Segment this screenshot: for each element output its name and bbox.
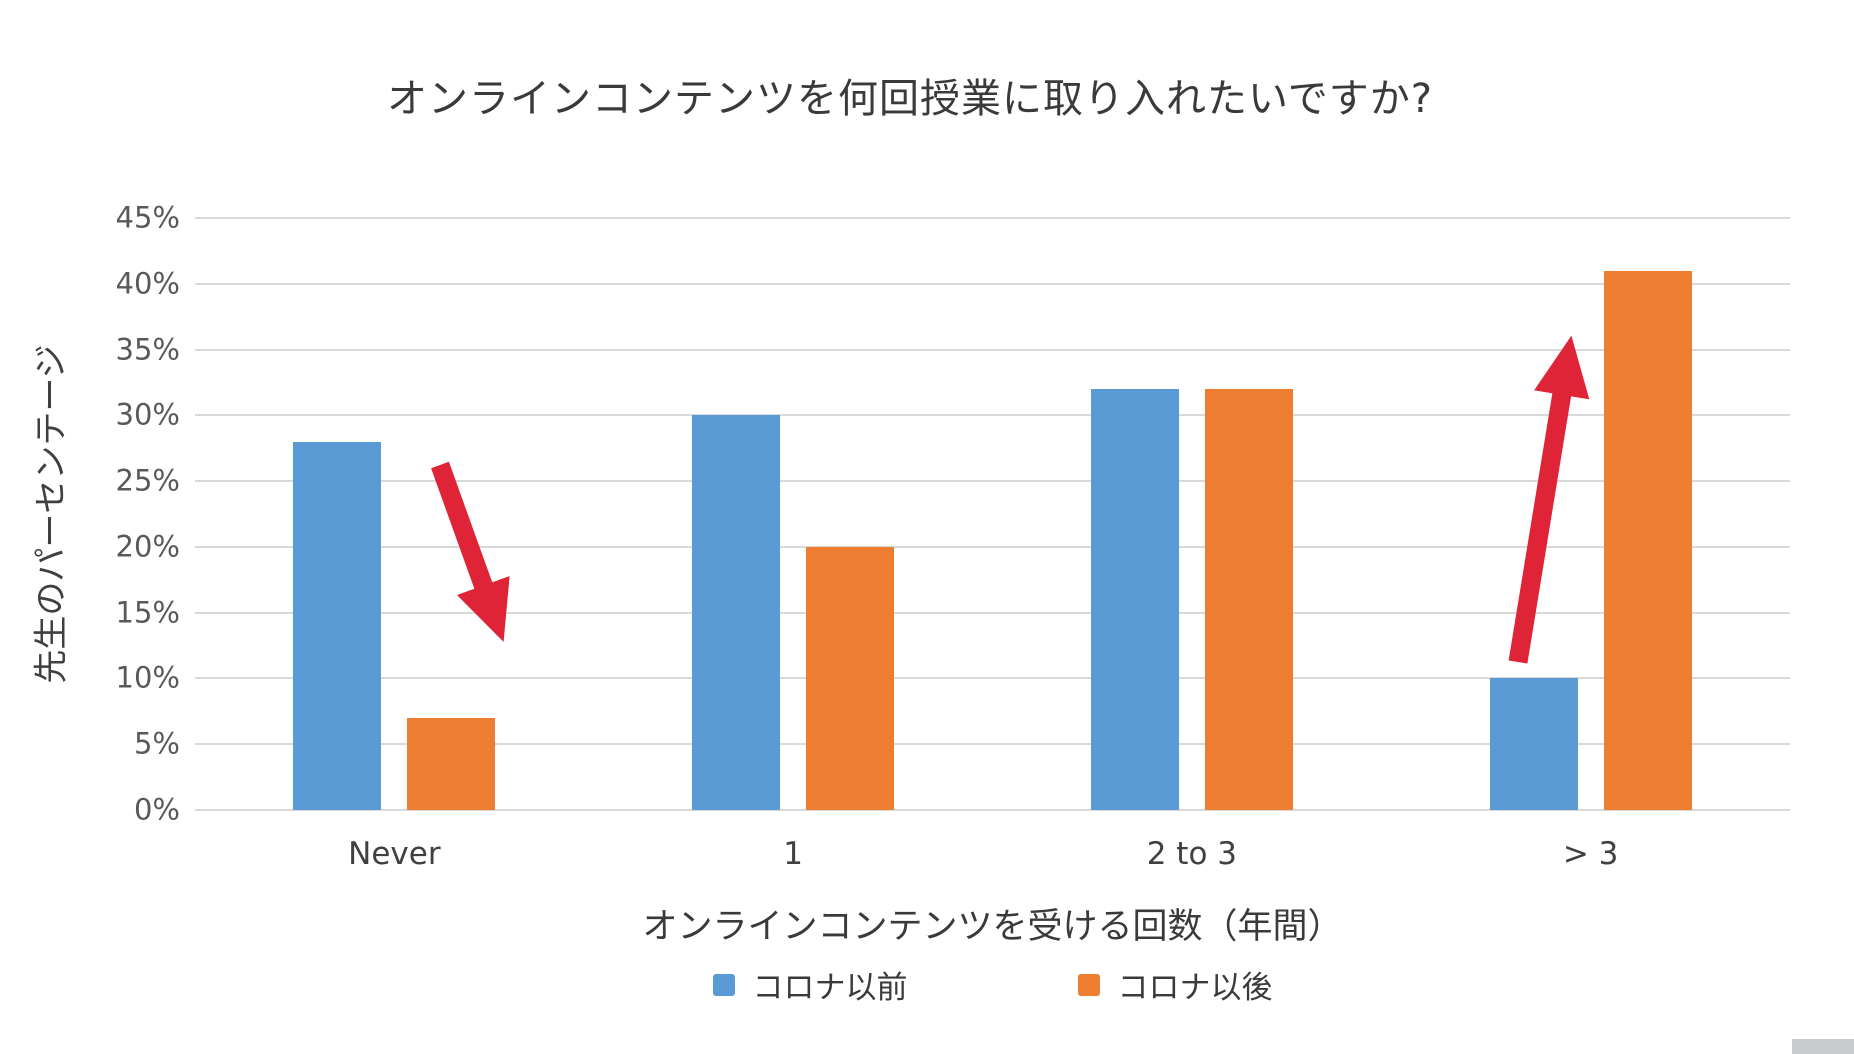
- y-tick-label-20: 20%: [115, 529, 180, 564]
- y-tick-label-30: 30%: [115, 397, 180, 432]
- plot-area: [195, 217, 1790, 811]
- y-tick-label-45: 45%: [115, 200, 180, 235]
- legend-label: コロナ以前: [752, 970, 908, 1006]
- bar-コロナ以後-2 to 3: [1204, 389, 1293, 810]
- bar-コロナ以後-> 3: [1603, 270, 1692, 810]
- legend: コロナ以前 コロナ以後: [195, 962, 1790, 1007]
- y-tick-label-40: 40%: [115, 266, 180, 301]
- y-tick-label-0: 0%: [133, 792, 180, 827]
- y-tick-label-15: 15%: [115, 595, 180, 630]
- bar-コロナ以前-2 to 3: [1090, 389, 1179, 810]
- x-tick-label-1: 1: [783, 836, 803, 872]
- x-axis-tick-labels: Never 1 2 to 3 > 3: [195, 836, 1790, 872]
- y-tick-label-10: 10%: [115, 660, 180, 695]
- bar-group-> 3: [1489, 218, 1692, 810]
- screenshot-corner-artifact: [1792, 1039, 1854, 1054]
- gridline-45: [195, 217, 1790, 219]
- legend-swatch: [712, 973, 735, 996]
- bar-group-2 to 3: [1090, 218, 1293, 810]
- x-tick-label-Never: Never: [348, 836, 441, 872]
- bar-コロナ以前-Never: [293, 441, 382, 810]
- bar-コロナ以後-Never: [407, 717, 496, 810]
- legend-swatch: [1077, 973, 1100, 996]
- bar-コロナ以前-1: [692, 415, 781, 810]
- gridline-0: [195, 809, 1790, 811]
- legend-label: コロナ以後: [1117, 970, 1273, 1006]
- bar-group-1: [692, 218, 895, 810]
- gridline-10: [195, 677, 1790, 680]
- gridline-5: [195, 743, 1790, 746]
- legend-item-コロナ以前: コロナ以前: [712, 962, 908, 1007]
- x-tick-label-> 3: > 3: [1562, 836, 1619, 872]
- y-axis-tick-labels: 0% 5% 10% 15% 20% 25% 30% 35% 40% 45%: [85, 203, 180, 824]
- bar-groups: [195, 218, 1790, 810]
- y-axis-title: 先生のパーセンテージ: [31, 344, 72, 684]
- x-tick-label-2 to 3: 2 to 3: [1146, 836, 1238, 872]
- x-axis-title: オンラインコンテンツを受ける回数（年間）: [642, 907, 1343, 947]
- legend-item-コロナ以後: コロナ以後: [1077, 962, 1273, 1007]
- gridline-25: [195, 480, 1790, 483]
- bar-コロナ以前-> 3: [1489, 678, 1578, 810]
- chart-title: オンラインコンテンツを何回授業に取り入れたいですか?: [386, 76, 1434, 122]
- bar-group-Never: [293, 218, 496, 810]
- y-tick-label-25: 25%: [115, 463, 180, 498]
- gridline-15: [195, 611, 1790, 614]
- gridline-20: [195, 545, 1790, 548]
- gridline-40: [195, 282, 1790, 285]
- y-tick-label-35: 35%: [115, 332, 180, 367]
- gridline-35: [195, 348, 1790, 351]
- bar-コロナ以後-1: [806, 546, 895, 810]
- y-tick-label-5: 5%: [133, 726, 180, 761]
- gridline-30: [195, 414, 1790, 417]
